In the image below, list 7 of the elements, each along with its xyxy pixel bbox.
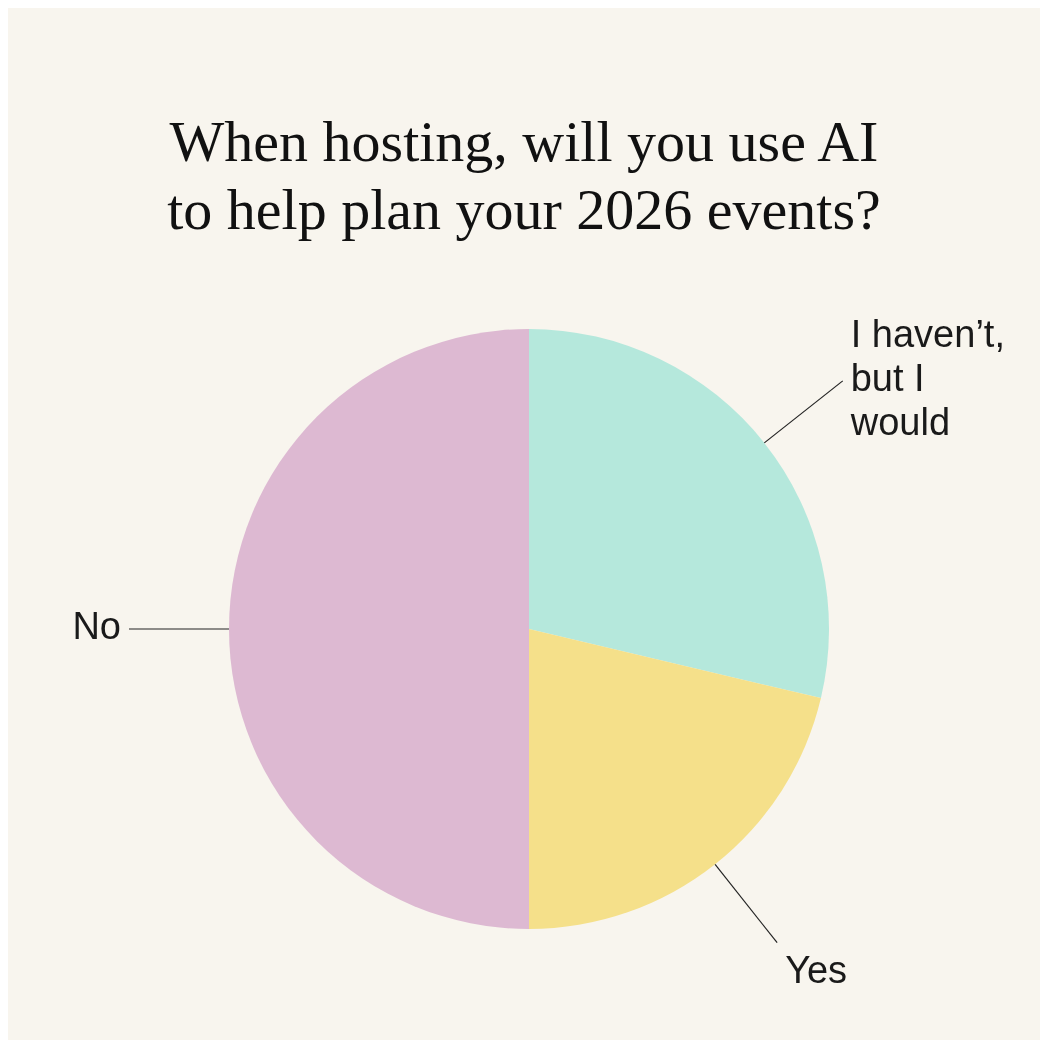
- pie-slice: [529, 629, 821, 929]
- slice-label: No: [72, 605, 121, 648]
- pie-slice: [229, 329, 529, 929]
- chart-title: When hosting, will you use AI to help plan your 2026 events?: [166, 108, 882, 244]
- pie-slice: [529, 329, 829, 699]
- slice-label: Yes: [785, 948, 848, 991]
- slice-label: I haven’t, but I would: [849, 312, 1005, 443]
